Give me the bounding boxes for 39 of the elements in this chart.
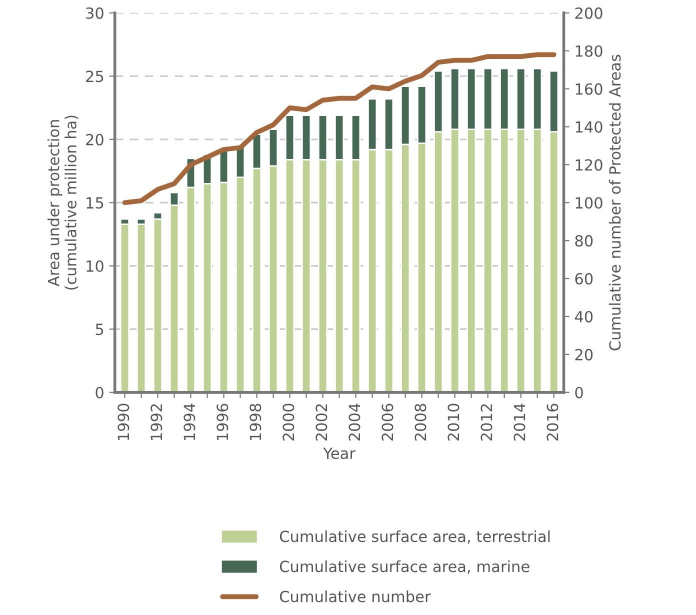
y2-tick-label: 80 <box>575 235 593 247</box>
y2-tick-label: 20 <box>575 348 593 360</box>
x-tick-label: 2010 <box>448 404 460 441</box>
legend-label: Cumulative surface area, marine <box>280 560 530 574</box>
y2-axis-title: Cumulative number of Protected Areas <box>608 54 621 350</box>
x-tick-label: 2006 <box>382 404 394 441</box>
y2-tick-label: 0 <box>575 386 583 398</box>
x-tick-label: 1994 <box>184 404 196 440</box>
line-series <box>122 52 556 206</box>
x-tick-label: 1992 <box>150 404 162 440</box>
x-tick-label: 2012 <box>480 404 492 441</box>
y-tick-label: 20 <box>86 134 104 146</box>
y2-tick-label: 100 <box>576 197 602 209</box>
y2-tick-label: 200 <box>575 7 602 19</box>
x-tick-label: 2014 <box>514 404 526 441</box>
y2-tick-label: 60 <box>575 273 593 285</box>
x-tick-label: 2000 <box>282 404 294 441</box>
x-tick-label: 2016 <box>546 404 558 441</box>
y-tick-label: 10 <box>86 260 104 272</box>
x-tick-label: 1996 <box>216 404 228 440</box>
y-tick-label: 30 <box>86 7 104 19</box>
x-tick-label: 1998 <box>250 404 262 440</box>
x-tick-label: 2004 <box>348 404 360 441</box>
legend-label: Cumulative number <box>280 590 431 602</box>
y-tick-label: 5 <box>96 324 104 336</box>
y-axis-title: Area under protection (cumulative million ha) <box>48 116 78 290</box>
x-tick-label: 2008 <box>414 404 426 441</box>
y2-tick-label: 160 <box>576 83 602 95</box>
x-tick-label: 2002 <box>316 404 328 441</box>
y2-tick-label: 40 <box>574 310 593 322</box>
y-tick-label: 15 <box>86 197 104 209</box>
y2-tick-label: 180 <box>576 45 602 57</box>
x-axis-title: Year <box>323 448 356 460</box>
y2-tick-label: 140 <box>576 121 602 133</box>
legend-label: Cumulative surface area, terrestrial <box>280 530 550 544</box>
x-tick-label: 1990 <box>118 404 130 440</box>
y-tick-label: 0 <box>96 386 104 398</box>
y-tick-label: 25 <box>86 70 104 82</box>
y2-tick-label: 120 <box>576 159 602 171</box>
